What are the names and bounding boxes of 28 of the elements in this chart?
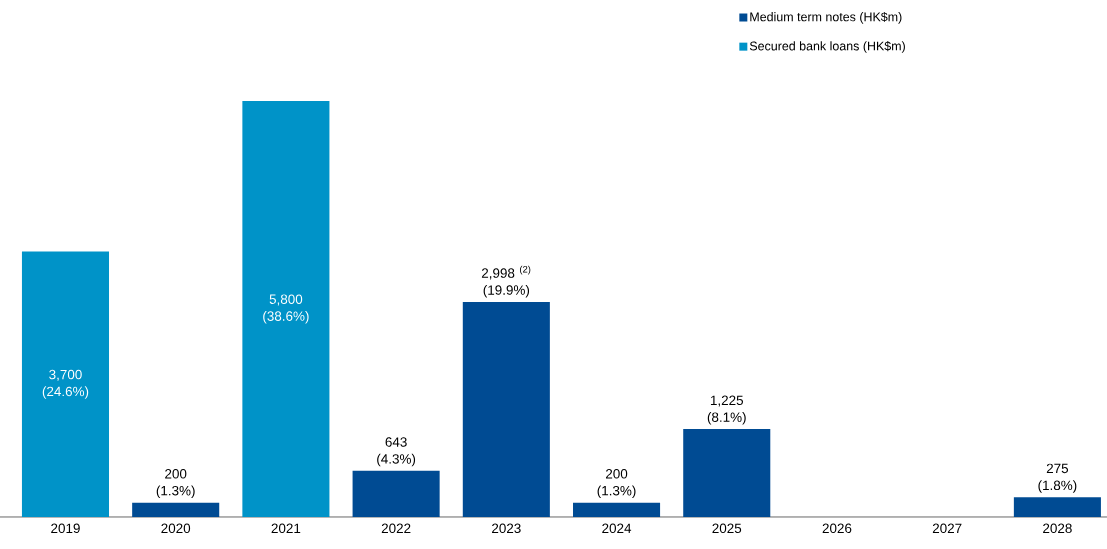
bar	[1013, 497, 1101, 517]
data-label: 643 (4.3%)	[377, 437, 416, 467]
bar	[683, 429, 771, 517]
data-label: 5,800 (38.6%)	[263, 294, 309, 324]
bar	[573, 502, 661, 517]
legend-label: Medium term notes (HK$m)	[750, 11, 902, 24]
x-tick-label: 2020	[161, 523, 191, 534]
data-label: 275 (1.8%)	[1038, 463, 1077, 493]
x-tick-label: 2028	[1043, 523, 1072, 534]
bar	[352, 470, 440, 517]
x-tick-label: 2027	[932, 523, 962, 534]
x-tick-label: 2021	[271, 523, 301, 534]
x-tick-label: 2023	[492, 523, 521, 534]
bar	[242, 100, 330, 517]
x-tick-label: 2019	[51, 523, 80, 534]
data-label: 200 (1.3%)	[156, 469, 195, 499]
x-tick-label: 2024	[602, 523, 632, 534]
data-label: 2,998 $^{(2)}$ (19.9%)	[481, 265, 531, 298]
data-label: 200 (1.3%)	[597, 469, 636, 499]
data-label: 3,700 (24.6%)	[42, 369, 89, 399]
x-tick-label: 2022	[381, 523, 411, 534]
legend-label: Secured bank loans (HK$m)	[749, 41, 905, 53]
x-tick-label: 2025	[712, 523, 742, 534]
bar	[132, 502, 220, 517]
data-label: 1,225 (8.1%)	[707, 395, 746, 425]
bar	[21, 251, 110, 517]
x-tick-label: 2026	[822, 523, 852, 534]
bar	[462, 301, 550, 517]
